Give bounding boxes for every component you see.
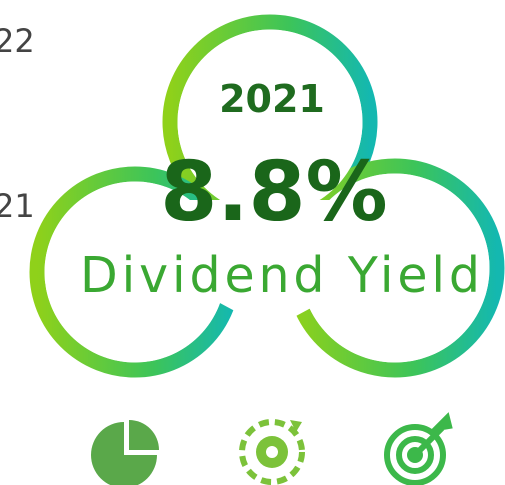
gear-icon — [239, 419, 305, 485]
year: 2021 — [219, 77, 325, 121]
pie-icon — [91, 420, 159, 485]
target-icon — [384, 412, 453, 485]
cloud-frame — [29, 14, 505, 378]
caption: Dividend Yield — [80, 247, 480, 304]
side-label: 22 — [0, 22, 35, 60]
value: 8.8% — [160, 145, 387, 240]
side-label: 21 — [0, 187, 35, 225]
